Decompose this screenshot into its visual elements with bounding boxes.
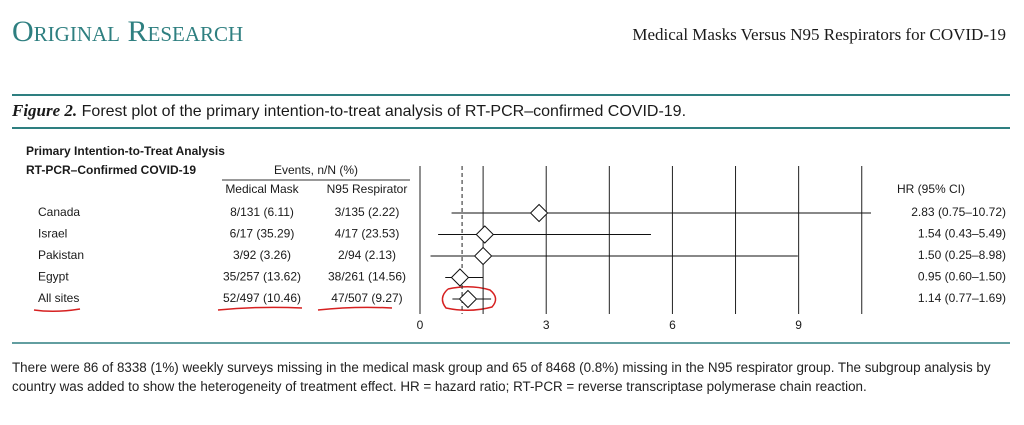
row-label: Egypt	[38, 270, 69, 284]
hr-label: 1.50 (0.25–8.98)	[918, 248, 1006, 262]
n95-events: 38/261 (14.56)	[328, 270, 406, 284]
medical-mask-events: 8/131 (6.11)	[230, 205, 294, 219]
n95-events: 47/507 (9.27)	[331, 291, 402, 305]
table-title: Primary Intention-to-Treat Analysis	[26, 144, 225, 158]
hr-label: 1.14 (0.77–1.69)	[918, 291, 1006, 305]
hr-diamond	[458, 289, 478, 309]
hr-diamond	[529, 203, 549, 223]
medical-mask-events: 35/257 (13.62)	[223, 270, 301, 284]
row-label: All sites	[38, 291, 79, 305]
caption-text: Forest plot of the primary intention-to-…	[82, 103, 686, 120]
n95-events: 4/17 (23.53)	[335, 227, 400, 241]
column-header: N95 Respirator	[327, 182, 408, 196]
hr-header: HR (95% CI)	[897, 182, 965, 196]
running-title: Medical Masks Versus N95 Respirators for…	[632, 25, 1006, 44]
underline	[33, 308, 81, 313]
n95-events: 3/135 (2.22)	[335, 205, 400, 219]
circle	[441, 286, 497, 311]
x-tick-label: 6	[669, 318, 676, 332]
hr-label: 2.83 (0.75–10.72)	[911, 205, 1006, 219]
row-label: Canada	[38, 205, 80, 219]
underline	[217, 306, 303, 311]
section-title: Original Research	[12, 15, 243, 48]
footnote: There were 86 of 8338 (1%) weekly survey…	[12, 360, 991, 394]
x-tick-label: 3	[543, 318, 550, 332]
medical-mask-events: 52/497 (10.46)	[223, 291, 301, 305]
row-label: Pakistan	[38, 248, 84, 262]
underline	[317, 306, 393, 311]
hr-label: 1.54 (0.43–5.49)	[918, 227, 1006, 241]
n95-events: 2/94 (2.13)	[338, 248, 396, 262]
events-header: Events, n/N (%)	[274, 163, 358, 177]
hr-label: 0.95 (0.60–1.50)	[918, 270, 1006, 284]
column-header: Medical Mask	[225, 182, 299, 196]
table-title: RT-PCR–Confirmed COVID-19	[26, 163, 196, 177]
row-label: Israel	[38, 227, 67, 241]
medical-mask-events: 6/17 (35.29)	[230, 227, 295, 241]
figure-caption: Figure 2. Forest plot of the primary int…	[11, 101, 686, 120]
annotations	[33, 286, 497, 313]
x-tick-label: 9	[795, 318, 802, 332]
hr-diamond	[450, 268, 470, 287]
hr-diamond	[473, 246, 493, 266]
medical-mask-events: 3/92 (3.26)	[233, 248, 291, 262]
figure-label: Figure 2.	[11, 101, 77, 120]
hr-diamond	[475, 225, 494, 244]
x-tick-label: 0	[417, 318, 424, 332]
